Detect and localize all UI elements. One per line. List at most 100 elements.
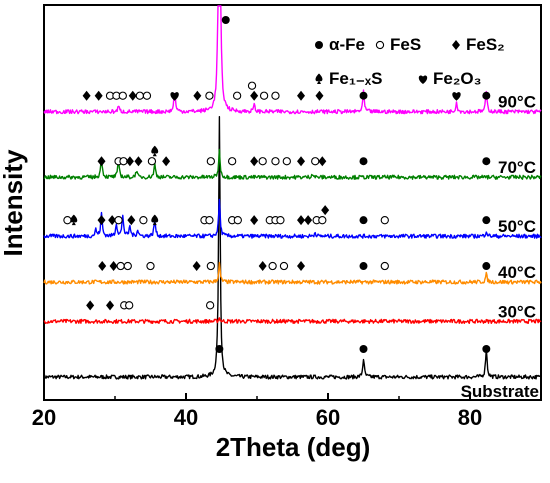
marker-heart-90c (452, 92, 461, 101)
marker-open-circle-30c (205, 301, 215, 310)
marker-diamond-50c (108, 215, 117, 226)
marker-diamond-70c (162, 156, 171, 167)
marker-open-circle-50c (276, 216, 285, 225)
marker-solid-circle-50c (359, 216, 368, 225)
marker-open-circle-50c (139, 216, 148, 225)
marker-solid-circle-90c (482, 91, 491, 100)
marker-solid-circle-70c (359, 157, 368, 166)
marker-diamond-50c (127, 215, 136, 226)
marker-open-circle-90c (205, 91, 214, 100)
marker-diamond-40c (258, 261, 267, 272)
legend-label-spade: Fe₁₋ₓS (329, 69, 382, 88)
marker-diamond-90c (193, 90, 202, 101)
trace-label-substrate: Substrate (461, 382, 539, 401)
marker-open-circle-50c (114, 216, 123, 225)
trace-label-50c: 50°C (498, 217, 536, 236)
marker-spade-50c (151, 214, 159, 226)
y-axis-title: Intensity (0, 149, 28, 256)
marker-diamond-50c (297, 215, 306, 226)
x-tick-label: 20 (32, 405, 56, 430)
legend-marker-heart (418, 75, 428, 84)
marker-solid-circle-substrate (482, 345, 491, 353)
marker-open-circle-50c (318, 216, 327, 225)
marker-open-circle-90c (118, 91, 127, 100)
marker-open-circle-40c (268, 261, 277, 271)
legend-marker-open-circle (375, 40, 385, 50)
marker-heart-90c (170, 92, 179, 101)
marker-diamond-90c (297, 90, 306, 101)
x-tick-label: 60 (316, 405, 340, 430)
marker-open-circle-40c (279, 261, 289, 271)
marker-diamond-90c (94, 90, 103, 101)
series-line-50c (43, 198, 542, 239)
marker-solid-circle-50c (482, 216, 491, 225)
marker-diamond-50c (304, 215, 313, 226)
marker-solid-circle-40c (359, 262, 368, 271)
marker-diamond-70c (250, 156, 259, 167)
marker-solid-circle-substrate (359, 345, 368, 353)
marker-open-circle-50c (233, 216, 242, 225)
series-line-90c (43, 5, 542, 115)
marker-open-circle-50c (63, 216, 72, 225)
plot-frame (43, 4, 542, 401)
trace-label-90c: 90°C (498, 93, 536, 112)
marker-open-circle-90c (247, 81, 257, 90)
marker-diamond-40c (192, 261, 201, 272)
marker-open-circle-40c (146, 261, 155, 271)
series-line-30c (43, 317, 542, 324)
marker-open-circle-30c (125, 301, 134, 310)
marker-open-circle-90c (271, 91, 280, 100)
marker-open-circle-90c (135, 91, 144, 100)
marker-open-circle-90c (232, 91, 242, 100)
trace-label-30c: 30°C (498, 302, 536, 321)
marker-solid-circle-40c (482, 262, 491, 271)
marker-open-circle-40c (380, 261, 389, 271)
marker-open-circle-50c (380, 216, 389, 225)
marker-diamond-30c (106, 300, 115, 311)
marker-solid-circle-90c (359, 91, 368, 100)
marker-diamond-50c (97, 215, 106, 226)
legend-marker-solid-circle (315, 41, 323, 49)
marker-diamond-30c (86, 300, 95, 311)
marker-open-circle-90c (259, 91, 269, 100)
trace-label-40c: 40°C (498, 263, 536, 282)
marker-open-circle-70c (271, 157, 280, 166)
marker-solid-circle-70c (482, 157, 491, 166)
x-axis-title: 2Theta (deg) (216, 432, 371, 462)
marker-open-circle-70c (282, 157, 291, 166)
legend-label-open-circle: FeS (390, 35, 421, 54)
marker-diamond-40c (98, 261, 107, 272)
marker-open-circle-70c (206, 157, 215, 166)
legend-label-heart: Fe₂O₃ (433, 69, 481, 88)
marker-open-circle-40c (123, 261, 132, 271)
marker-diamond-90c (250, 90, 259, 101)
marker-open-circle-50c (205, 216, 214, 225)
trace-label-layer: 90°C 70°C 50°C 40°C 30°C Substrate (461, 93, 539, 401)
legend-label-solid-circle: α-Fe (329, 35, 365, 54)
marker-open-circle-90c (142, 91, 152, 100)
marker-diamond-70c (125, 156, 134, 167)
marker-diamond-90c (128, 90, 137, 101)
marker-diamond-70c (97, 156, 106, 167)
x-axis-ticks: 20 40 60 80 (32, 393, 482, 430)
series-line-70c (43, 148, 542, 180)
marker-diamond-70c (134, 156, 143, 167)
marker-open-circle-70c (311, 157, 320, 166)
marker-open-circle-40c (116, 261, 125, 271)
series-line-40c (43, 261, 542, 285)
legend-label-diamond: FeS₂ (466, 35, 505, 54)
legend-marker-spade (315, 73, 323, 84)
marker-spade-50c (70, 214, 78, 226)
marker-diamond-70c (297, 156, 306, 167)
series-layer (43, 5, 542, 380)
marker-open-circle-70c (227, 157, 237, 166)
legend: α-Fe FeS FeS₂ Fe₁₋ₓS Fe₂O₃ (315, 35, 505, 88)
marker-diamond-40c (109, 261, 118, 272)
marker-open-circle-70c (258, 157, 267, 166)
x-tick-label: 40 (174, 405, 198, 430)
trace-label-70c: 70°C (498, 158, 536, 177)
x-tick-label: 80 (458, 405, 482, 430)
marker-diamond-90c (315, 90, 324, 101)
marker-diamond-50c (250, 215, 259, 226)
